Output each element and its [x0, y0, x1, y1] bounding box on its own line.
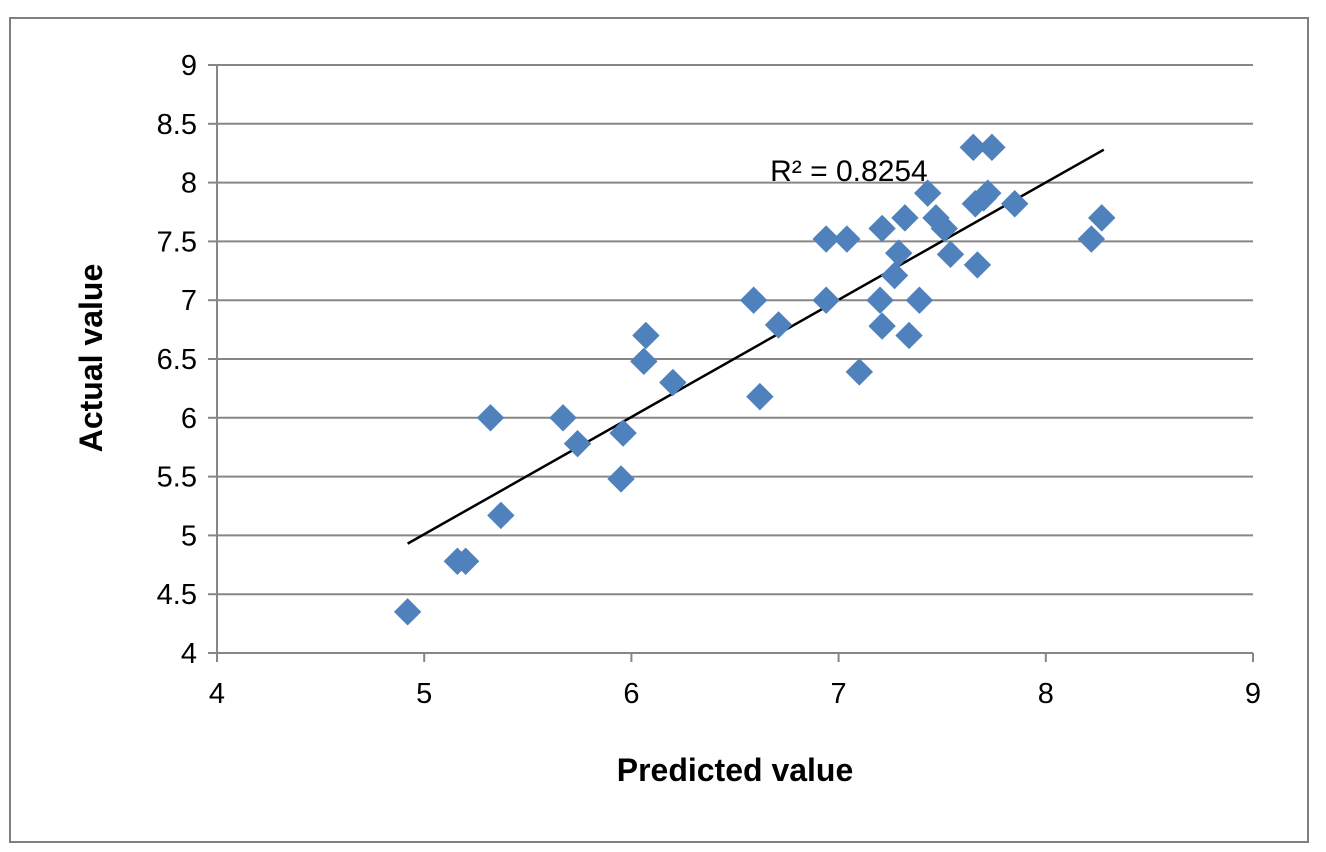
data-point [833, 225, 861, 253]
data-point [563, 429, 592, 458]
data-point [978, 133, 1006, 162]
data-points [393, 133, 1116, 626]
data-point [549, 404, 577, 432]
y-tick-label: 4 [181, 638, 197, 670]
data-point [607, 465, 635, 493]
y-tick-label: 7 [181, 285, 197, 317]
data-point [476, 404, 505, 432]
chart-frame [9, 17, 1309, 843]
data-point [746, 382, 774, 411]
data-point [1077, 225, 1106, 253]
data-point [963, 251, 992, 279]
y-tick-label: 8.5 [157, 109, 197, 141]
data-point [487, 501, 515, 530]
x-tick-label: 9 [1245, 678, 1261, 710]
data-point [866, 286, 894, 314]
axis-tick-labels: 4 4.5 5 5.5 6 6.5 7 7.5 8 8.5 9 4 5 6 7 8 9 [157, 50, 1261, 710]
data-point [884, 239, 913, 267]
x-tick-label: 7 [831, 678, 847, 710]
data-point [812, 225, 840, 253]
data-point [845, 358, 874, 386]
y-tick-label: 6 [181, 403, 197, 435]
y-tick-label: 5 [181, 520, 197, 552]
y-tick-label: 9 [181, 50, 197, 82]
y-axis-title: Actual value [73, 264, 109, 453]
y-tick-label: 8 [181, 168, 197, 200]
data-point [936, 240, 965, 269]
x-tick-label: 4 [209, 678, 225, 710]
y-tick-label: 7.5 [157, 226, 197, 258]
data-point [451, 547, 480, 575]
r-squared-annotation: R² = 0.8254 [770, 155, 928, 188]
axes [208, 64, 1254, 662]
data-point [905, 286, 934, 314]
data-point [891, 204, 919, 232]
data-point [930, 214, 958, 243]
x-tick-label: 5 [416, 678, 432, 710]
data-point [659, 368, 687, 397]
data-point [632, 321, 660, 350]
data-point [959, 133, 987, 162]
data-point [764, 311, 793, 339]
data-point [913, 179, 942, 207]
y-tick-label: 5.5 [157, 462, 197, 494]
data-point [868, 214, 896, 243]
data-point [880, 261, 909, 290]
data-point [1001, 190, 1029, 218]
y-tick-label: 6.5 [157, 344, 197, 376]
x-tick-label: 6 [623, 678, 639, 710]
x-tick-label: 8 [1038, 678, 1054, 710]
data-point [1088, 204, 1116, 232]
data-point [739, 286, 768, 314]
trendline [407, 148, 1105, 545]
x-axis-title: Predicted value [617, 752, 854, 788]
data-point [609, 419, 637, 447]
trendline-layer [407, 148, 1105, 545]
data-point [895, 321, 923, 350]
data-point [868, 312, 896, 340]
data-point [974, 179, 1002, 207]
gridlines [217, 64, 1253, 596]
y-tick-label: 4.5 [157, 579, 197, 611]
data-point [812, 286, 840, 314]
data-point [393, 598, 422, 626]
data-point [630, 347, 658, 376]
